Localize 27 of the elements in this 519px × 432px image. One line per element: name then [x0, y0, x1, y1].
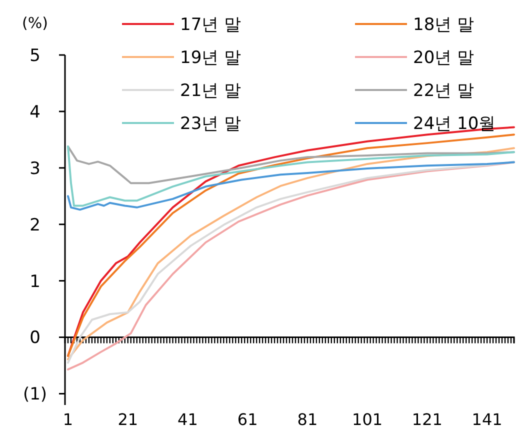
x-tick-label: 41 [178, 410, 198, 429]
legend-label: 20년 말 [413, 48, 474, 68]
legend-label: 21년 말 [180, 80, 242, 101]
y-tick-label: 4 [30, 102, 40, 122]
y-tick-label: (1) [22, 384, 48, 405]
legend-label: 23년 말 [180, 114, 242, 134]
line-series [66, 145, 515, 207]
x-tick-label: 101 [352, 410, 383, 429]
x-tick-label: 21 [118, 410, 138, 429]
y-tick-label: 5 [30, 46, 40, 66]
legend-label: 17년 말 [180, 14, 242, 35]
x-tick-label: 1 [62, 410, 74, 429]
y-tick-label: 2 [30, 215, 40, 236]
y-tick-label: 3 [30, 158, 40, 179]
line-series [66, 145, 515, 184]
x-tick-label: 81 [297, 410, 318, 429]
x-tick-label: 61 [237, 410, 258, 429]
x-tick-label: 121 [412, 410, 442, 429]
legend-label: 24년 10월 [413, 114, 496, 134]
y-axis-title: (%) [22, 14, 48, 32]
x-tick-label: 141 [472, 410, 502, 429]
line-series [66, 161, 515, 211]
legend-label: 18년 말 [413, 14, 474, 35]
legend-label: 22년 말 [413, 80, 474, 101]
y-tick-label: 0 [30, 328, 40, 348]
y-tick-label: 1 [30, 272, 40, 292]
legend-label: 19년 말 [180, 48, 242, 68]
